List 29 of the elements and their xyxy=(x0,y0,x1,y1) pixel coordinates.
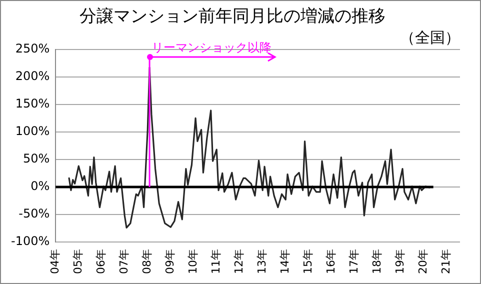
y-tick-label: 50% xyxy=(22,152,50,166)
x-tick-label: 08年 xyxy=(140,249,154,274)
ref-line-label: リーマンショック以降 xyxy=(152,40,272,55)
x-tick-label: 04年 xyxy=(48,249,62,274)
x-tick-label: 19年 xyxy=(393,249,406,274)
x-tick-label: 06年 xyxy=(94,249,108,274)
y-tick-label: -100% xyxy=(10,234,50,248)
y-tick-label: 150% xyxy=(15,96,50,111)
y-tick-label: 100% xyxy=(15,124,50,138)
x-tick-label: 07年 xyxy=(117,249,130,274)
chart-subtitle: （全国） xyxy=(400,28,460,46)
x-tick-label: 17年 xyxy=(347,249,360,274)
chart-title: 分譲マンション前年同月比の増減の推移 xyxy=(80,6,386,27)
y-tick-label: 250% xyxy=(15,42,50,56)
x-tick-label: 21年 xyxy=(439,249,452,274)
x-tick-label: 09年 xyxy=(163,249,176,274)
x-tick-label: 05年 xyxy=(71,249,84,274)
x-tick-label: 10年 xyxy=(186,249,200,274)
x-tick-label: 13年 xyxy=(255,249,268,274)
x-tick-label: 16年 xyxy=(324,249,338,274)
y-tick-label: -50% xyxy=(18,206,50,221)
x-tick-label: 11年 xyxy=(209,249,222,274)
y-tick-label: 200% xyxy=(15,69,50,84)
x-tick-label: 15年 xyxy=(301,249,314,274)
y-tick-label: 0% xyxy=(30,179,50,194)
x-tick-label: 14年 xyxy=(278,249,292,274)
x-tick-label: 20年 xyxy=(416,249,430,274)
x-tick-label: 18年 xyxy=(370,249,384,274)
x-tick-label: 12年 xyxy=(232,249,246,274)
